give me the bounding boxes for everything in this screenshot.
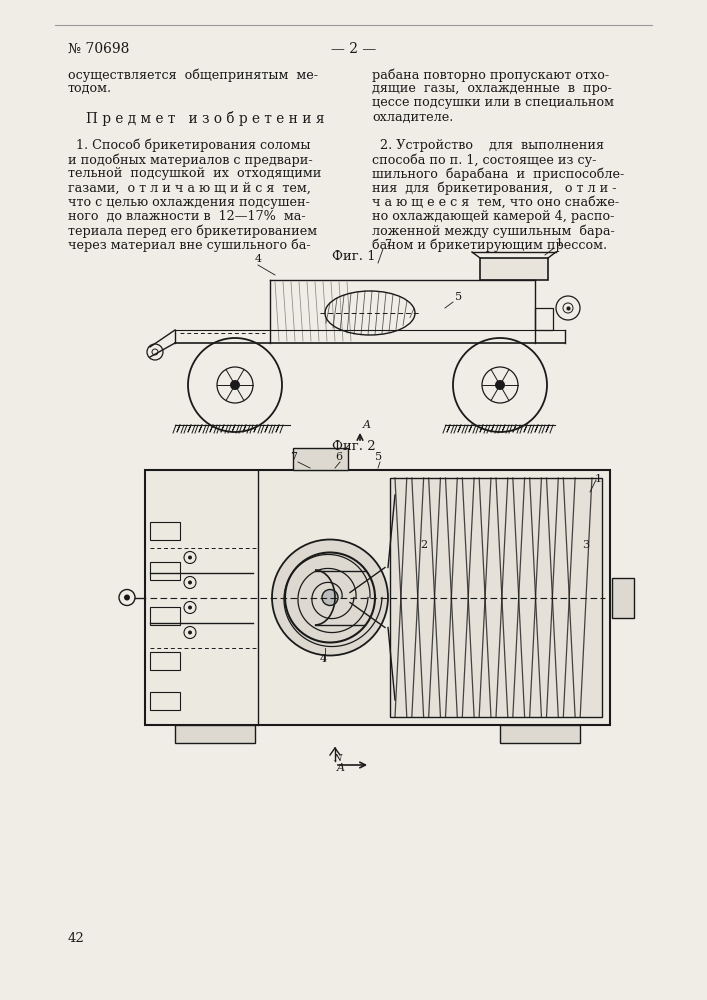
Text: 2: 2	[420, 540, 427, 550]
Bar	[293, 448, 348, 470]
Circle shape	[495, 380, 505, 390]
Circle shape	[124, 594, 130, 600]
Text: ния  для  брикетирования,   о т л и -: ния для брикетирования, о т л и -	[372, 182, 617, 195]
Bar	[480, 258, 548, 280]
Text: 1: 1	[556, 238, 563, 248]
Text: 7: 7	[290, 452, 297, 462]
Bar	[150, 652, 180, 670]
Text: охладителе.: охладителе.	[372, 111, 453, 124]
Text: цессе подсушки или в специальном: цессе подсушки или в специальном	[372, 96, 614, 109]
Text: 5: 5	[375, 452, 382, 462]
Text: A: A	[363, 420, 371, 430]
Circle shape	[188, 338, 282, 432]
Circle shape	[230, 380, 240, 390]
Circle shape	[272, 540, 388, 656]
Circle shape	[188, 605, 192, 609]
Bar	[535, 308, 553, 330]
Text: ч а ю щ е е с я  тем, что оно снабже-: ч а ю щ е е с я тем, что оно снабже-	[372, 196, 619, 209]
Bar	[175, 725, 255, 743]
Bar	[145, 470, 610, 725]
Bar	[150, 607, 180, 625]
Text: 6: 6	[335, 452, 342, 462]
Circle shape	[322, 589, 338, 605]
Text: 5: 5	[455, 292, 462, 302]
Text: 42: 42	[68, 932, 85, 945]
Text: но охлаждающей камерой 4, распо-: но охлаждающей камерой 4, распо-	[372, 210, 614, 223]
Text: через материал вне сушильного ба-: через материал вне сушильного ба-	[68, 238, 310, 252]
Text: рабана повторно пропускают отхо-: рабана повторно пропускают отхо-	[372, 68, 609, 82]
Text: баном и брикетирующим прессом.: баном и брикетирующим прессом.	[372, 238, 607, 252]
Text: 7: 7	[384, 239, 391, 249]
Text: газами,  о т л и ч а ю щ и й с я  тем,: газами, о т л и ч а ю щ и й с я тем,	[68, 182, 311, 195]
Text: — 2 —: — 2 —	[332, 42, 377, 56]
Text: A: A	[337, 763, 345, 773]
Text: 4: 4	[320, 654, 327, 664]
Circle shape	[188, 580, 192, 584]
Text: 3: 3	[582, 540, 589, 550]
Text: осуществляется  общепринятым  ме-: осуществляется общепринятым ме-	[68, 68, 318, 82]
Text: дящие  газы,  охлажденные  в  про-: дящие газы, охлажденные в про-	[372, 82, 612, 95]
Text: ного  до влажности в  12—17%  ма-: ного до влажности в 12—17% ма-	[68, 210, 305, 223]
Text: 2. Устройство    для  выполнения: 2. Устройство для выполнения	[372, 139, 604, 152]
Bar	[612, 578, 634, 617]
Text: что с целью охлаждения подсушен-: что с целью охлаждения подсушен-	[68, 196, 310, 209]
Text: П р е д м е т   и з о б р е т е н и я: П р е д м е т и з о б р е т е н и я	[86, 111, 325, 126]
Text: N: N	[333, 754, 341, 763]
Circle shape	[188, 631, 192, 635]
Text: 1. Способ брикетирования соломы: 1. Способ брикетирования соломы	[68, 139, 310, 152]
Text: Фиг. 1: Фиг. 1	[332, 250, 376, 263]
Bar	[150, 562, 180, 580]
Bar	[150, 692, 180, 710]
Circle shape	[188, 556, 192, 560]
Bar	[390, 478, 602, 717]
Circle shape	[453, 338, 547, 432]
Bar	[500, 725, 580, 743]
Text: тодом.: тодом.	[68, 82, 112, 95]
Text: Фиг. 2: Фиг. 2	[332, 440, 376, 453]
Bar	[150, 522, 180, 540]
Text: 1: 1	[595, 474, 602, 484]
Text: 4: 4	[255, 254, 262, 264]
Text: способа по п. 1, состоящее из су-: способа по п. 1, состоящее из су-	[372, 153, 597, 167]
Text: тельной  подсушкой  их  отходящими: тельной подсушкой их отходящими	[68, 167, 322, 180]
Text: и подобных материалов с предвари-: и подобных материалов с предвари-	[68, 153, 312, 167]
Text: № 70698: № 70698	[68, 42, 129, 56]
Text: териала перед его брикетированием: териала перед его брикетированием	[68, 224, 317, 238]
Text: шильного  барабана  и  приспособле-: шильного барабана и приспособле-	[372, 167, 624, 181]
Text: ложенной между сушильным  бара-: ложенной между сушильным бара-	[372, 224, 615, 238]
